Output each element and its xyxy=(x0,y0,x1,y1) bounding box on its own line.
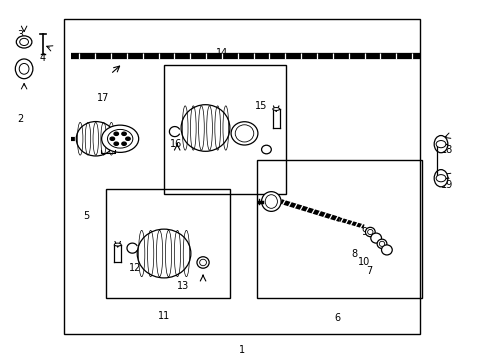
Ellipse shape xyxy=(16,36,32,48)
Circle shape xyxy=(102,125,139,152)
Circle shape xyxy=(122,142,126,145)
Ellipse shape xyxy=(199,259,206,266)
Circle shape xyxy=(122,132,126,135)
Bar xyxy=(163,65,285,194)
Ellipse shape xyxy=(272,108,279,111)
Circle shape xyxy=(114,142,118,145)
Text: 12: 12 xyxy=(128,263,141,273)
Circle shape xyxy=(107,130,133,148)
Text: 9: 9 xyxy=(360,227,366,237)
Ellipse shape xyxy=(20,39,28,45)
Text: 4: 4 xyxy=(39,53,45,63)
Circle shape xyxy=(435,140,445,148)
Text: 19: 19 xyxy=(440,180,452,190)
Ellipse shape xyxy=(114,243,121,246)
Bar xyxy=(64,19,419,334)
Text: 8: 8 xyxy=(350,248,357,258)
Ellipse shape xyxy=(370,233,381,243)
Ellipse shape xyxy=(261,145,271,154)
Text: 2: 2 xyxy=(17,114,23,124)
Text: 18: 18 xyxy=(440,144,452,154)
Ellipse shape xyxy=(367,229,372,235)
Ellipse shape xyxy=(379,241,384,246)
Ellipse shape xyxy=(433,170,447,187)
Ellipse shape xyxy=(15,59,33,79)
Circle shape xyxy=(114,132,118,135)
Ellipse shape xyxy=(137,229,190,278)
Ellipse shape xyxy=(181,105,229,151)
Ellipse shape xyxy=(19,63,29,74)
Ellipse shape xyxy=(381,245,391,255)
Ellipse shape xyxy=(376,239,386,248)
Ellipse shape xyxy=(433,135,447,153)
Ellipse shape xyxy=(261,192,281,211)
Ellipse shape xyxy=(231,122,257,145)
Text: 11: 11 xyxy=(158,311,170,321)
Text: 13: 13 xyxy=(177,281,189,291)
Bar xyxy=(256,160,422,298)
Ellipse shape xyxy=(197,257,209,268)
Ellipse shape xyxy=(235,125,253,142)
Text: 7: 7 xyxy=(365,266,371,276)
Text: 6: 6 xyxy=(333,313,340,323)
Text: 5: 5 xyxy=(83,211,89,221)
Ellipse shape xyxy=(365,227,374,237)
Text: 15: 15 xyxy=(255,102,267,112)
Text: 17: 17 xyxy=(97,93,109,103)
Ellipse shape xyxy=(76,122,115,156)
Circle shape xyxy=(435,175,445,182)
Text: 10: 10 xyxy=(357,257,369,267)
Text: 14: 14 xyxy=(216,48,228,58)
Text: 16: 16 xyxy=(170,139,182,149)
Text: 3: 3 xyxy=(17,30,23,40)
Text: 1: 1 xyxy=(239,345,244,355)
Circle shape xyxy=(110,137,114,140)
Circle shape xyxy=(125,137,130,140)
Ellipse shape xyxy=(264,195,277,208)
Bar xyxy=(105,189,229,298)
